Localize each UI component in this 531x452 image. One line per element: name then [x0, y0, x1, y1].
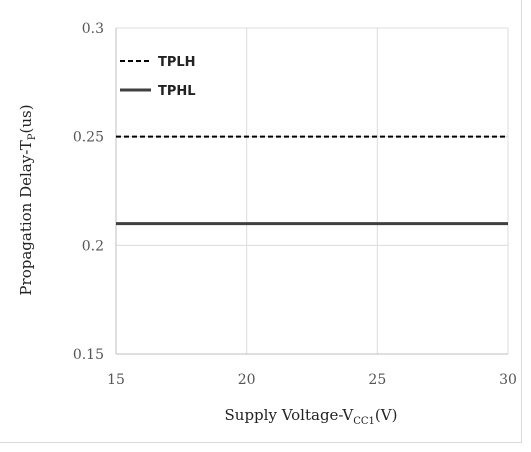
x-axis-title: Supply Voltage-VCC1(V): [225, 406, 398, 427]
x-tick-label: 25: [368, 372, 386, 388]
y-tick-label: 0.2: [82, 238, 104, 254]
y-axis-title-main: Propagation Delay-T: [17, 140, 35, 295]
tick-labels: 15 20 25 30 0.15 0.2 0.25 0.3: [73, 21, 517, 388]
x-axis-title-suffix: (V): [375, 406, 398, 424]
legend-label-tplh: TPLH: [158, 55, 196, 70]
y-tick-label: 0.15: [73, 347, 104, 363]
series-layer: [116, 135, 508, 226]
legend: TPLH TPHL: [120, 55, 196, 99]
x-axis-title-main: Supply Voltage-V: [225, 406, 355, 424]
y-axis-title-sub: P: [27, 133, 38, 140]
y-axis-title: Propagation Delay-TP(us): [17, 104, 38, 295]
x-tick-label: 30: [499, 372, 517, 388]
propagation-delay-chart: 15 20 25 30 0.15 0.2 0.25 0.3 TPLH TPHL Supply V…: [17, 21, 517, 427]
y-tick-label: 0.25: [73, 130, 104, 146]
legend-label-tphl: TPHL: [158, 84, 196, 99]
y-tick-label: 0.3: [82, 21, 104, 37]
grid: [116, 27, 509, 354]
chart-frame: 15 20 25 30 0.15 0.2 0.25 0.3 TPLH TPHL Supply V…: [0, 0, 522, 443]
x-tick-label: 15: [107, 372, 125, 388]
x-tick-label: 20: [238, 372, 256, 388]
axes: [115, 28, 508, 355]
y-axis-title-suffix: (us): [17, 104, 35, 133]
x-axis-title-sub: CC1: [353, 416, 375, 427]
